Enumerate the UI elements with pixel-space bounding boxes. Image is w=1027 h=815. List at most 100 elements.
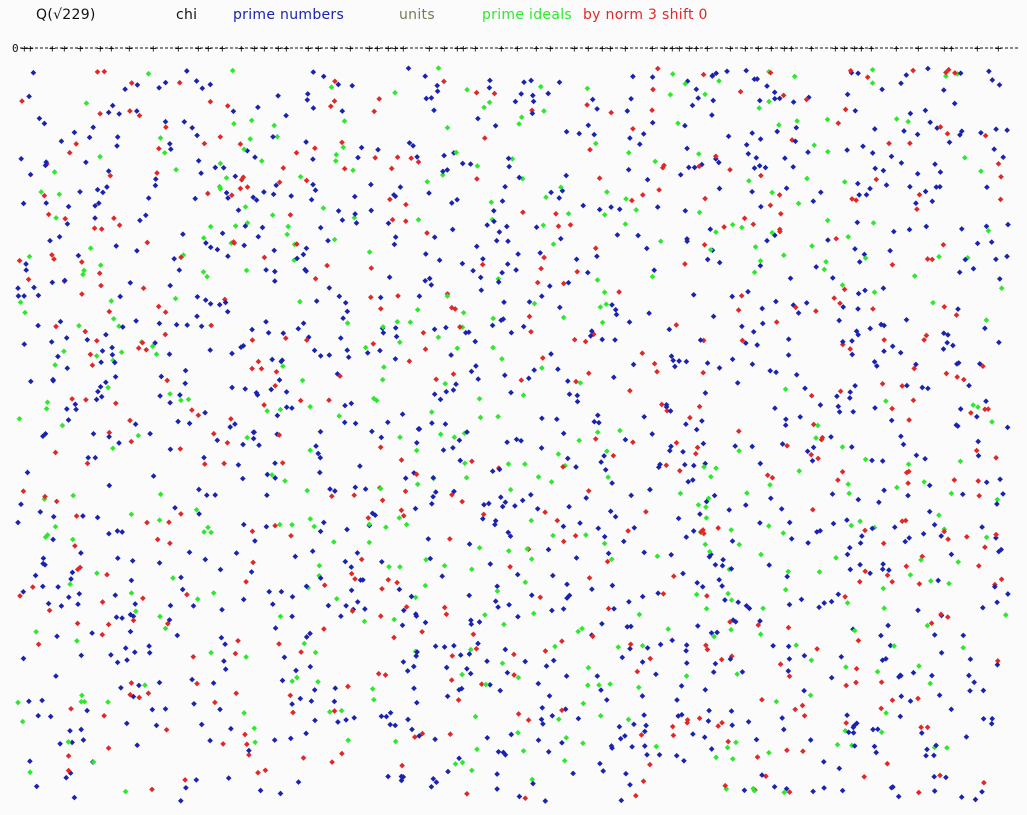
field-dot: [441, 604, 448, 611]
field-dot: [47, 237, 53, 244]
field-dot: [114, 143, 120, 149]
field-dot: [499, 198, 506, 204]
field-dot: [508, 731, 515, 738]
field-dot: [667, 91, 674, 98]
field-dot: [639, 693, 646, 699]
field-dot: [823, 258, 829, 265]
field-dot: [345, 354, 352, 361]
field-dot: [54, 633, 60, 640]
field-dot: [845, 729, 852, 736]
field-dot: [388, 165, 395, 172]
field-dot: [670, 732, 677, 739]
field-dot: [106, 482, 113, 489]
field-dot: [371, 108, 378, 115]
field-dot: [993, 126, 999, 133]
field-dot: [377, 444, 384, 451]
axis-tick: +: [571, 42, 578, 55]
field-dot: [79, 291, 85, 297]
axis-tick: +: [808, 42, 815, 55]
field-dot: [785, 336, 792, 343]
field-dot: [918, 557, 924, 563]
field-dot: [512, 503, 518, 509]
field-dot: [201, 529, 207, 535]
field-dot: [855, 637, 862, 644]
field-dot: [68, 705, 74, 712]
field-dot: [695, 95, 702, 101]
field-dot: [545, 748, 552, 755]
field-dot: [622, 733, 628, 739]
field-dot: [246, 752, 252, 758]
field-dot: [494, 583, 501, 590]
field-dot: [836, 765, 843, 772]
field-dot: [673, 752, 680, 759]
field-dot: [979, 604, 986, 611]
field-dot: [440, 447, 447, 453]
field-dot: [673, 439, 680, 446]
axis-tick: +: [788, 42, 795, 55]
field-dot: [515, 711, 522, 717]
field-dot: [644, 176, 651, 183]
field-dot: [931, 773, 938, 780]
field-dot: [276, 179, 283, 186]
field-dot: [30, 69, 37, 76]
field-dot: [948, 490, 955, 497]
field-dot: [106, 433, 112, 440]
field-dot: [828, 598, 835, 605]
field-dot: [249, 528, 256, 535]
field-dot: [749, 361, 756, 368]
field-dot: [702, 195, 708, 202]
field-dot: [559, 638, 565, 645]
field-dot: [684, 238, 690, 245]
field-dot: [396, 339, 403, 346]
field-dot: [988, 720, 995, 727]
field-dot: [162, 309, 169, 316]
field-dot: [201, 454, 207, 461]
field-dot: [951, 477, 958, 483]
field-dot: [434, 82, 441, 89]
field-dot: [320, 519, 327, 526]
field-dot: [27, 378, 34, 385]
field-dot: [991, 146, 998, 153]
field-dot: [598, 459, 604, 465]
field-dot: [766, 98, 772, 105]
field-dot: [594, 106, 600, 112]
field-dot: [134, 742, 141, 749]
field-dot: [649, 119, 656, 126]
field-dot: [773, 698, 780, 705]
field-dot: [353, 220, 360, 226]
field-dot: [574, 392, 581, 399]
field-dot: [123, 720, 130, 727]
field-dot: [436, 257, 443, 264]
field-dot: [772, 405, 778, 412]
field-dot: [377, 613, 384, 619]
field-dot: [734, 671, 741, 677]
field-dot: [732, 443, 739, 449]
field-dot: [940, 346, 947, 352]
field-dot: [105, 384, 111, 391]
field-dot: [847, 67, 854, 74]
field-dot: [320, 205, 327, 211]
field-dot: [466, 651, 473, 657]
field-dot: [320, 73, 327, 80]
field-dot: [553, 416, 560, 423]
field-dot: [344, 308, 351, 315]
field-dot: [596, 419, 602, 426]
field-dot: [878, 705, 885, 712]
field-dot: [728, 565, 735, 572]
field-dot: [354, 550, 361, 556]
field-dot: [876, 499, 882, 506]
field-dot: [207, 244, 214, 251]
field-dot: [867, 185, 873, 192]
field-dot: [989, 77, 996, 83]
field-dot: [241, 146, 247, 153]
field-dot: [564, 455, 571, 462]
field-dot: [110, 445, 116, 452]
field-dot: [142, 212, 149, 219]
field-dot: [725, 738, 732, 745]
field-dot: [99, 631, 106, 638]
field-dot: [58, 138, 65, 145]
field-dot: [782, 586, 789, 593]
field-dot: [335, 208, 342, 214]
field-dot: [331, 98, 338, 104]
field-dot: [393, 333, 400, 340]
